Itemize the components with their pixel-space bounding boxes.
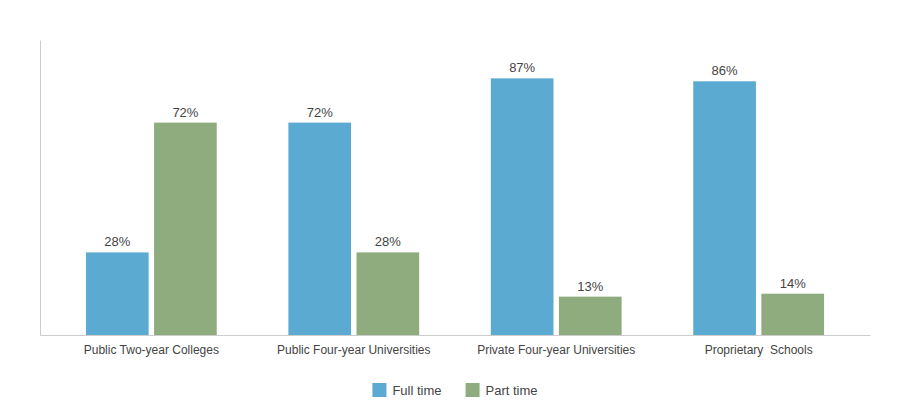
legend-label: Part time — [486, 383, 538, 398]
data-label: 14% — [780, 276, 806, 291]
data-label: 87% — [509, 60, 535, 75]
legend-item: Part time — [466, 383, 538, 398]
y-axis-line — [40, 41, 41, 336]
bar — [491, 78, 554, 335]
legend-label: Full time — [392, 383, 441, 398]
plot: 28% 72% 87% 86% 72% 28% 13% 14% Public Two-year … — [41, 41, 871, 357]
legend: Full time Part time — [372, 383, 537, 398]
x-tick-label: Public Four-year Universities — [277, 343, 430, 357]
bar — [357, 252, 420, 335]
bar — [559, 297, 622, 335]
bar-series — [86, 78, 756, 335]
x-tick: Public Two-year Colleges — [84, 343, 219, 357]
x-tick: Public Four-year Universities — [277, 343, 430, 357]
bar-series — [154, 123, 824, 335]
data-label: 72% — [172, 105, 198, 120]
x-tick: Private Four-year Universities — [477, 343, 635, 357]
x-axis: Public Two-year Colleges Public Four-year… — [41, 336, 871, 357]
bar — [693, 81, 756, 335]
data-label: 28% — [104, 234, 130, 249]
y-axis — [40, 41, 41, 336]
x-tick-label: Proprietary Schools — [705, 343, 813, 357]
x-tick-label: Public Two-year Colleges — [84, 343, 219, 357]
bar — [288, 123, 351, 335]
bars — [86, 78, 824, 335]
data-label: 13% — [577, 279, 603, 294]
chart: 28% 72% 87% 86% 72% 28% 13% 14% Public Two-year … — [0, 0, 900, 415]
x-tick: Proprietary Schools — [705, 343, 813, 357]
data-label: 28% — [375, 234, 401, 249]
legend-swatch — [372, 383, 386, 397]
x-tick-label: Private Four-year Universities — [477, 343, 635, 357]
bar — [154, 123, 217, 335]
data-label: 86% — [712, 63, 738, 78]
data-labels: 28% 72% 87% 86% 72% 28% 13% 14% — [104, 60, 806, 293]
legend-item: Full time — [372, 383, 441, 398]
bar — [761, 294, 824, 335]
bar — [86, 252, 149, 335]
x-axis-line — [41, 335, 871, 336]
legend-swatch — [466, 383, 480, 397]
data-label: 72% — [307, 105, 333, 120]
